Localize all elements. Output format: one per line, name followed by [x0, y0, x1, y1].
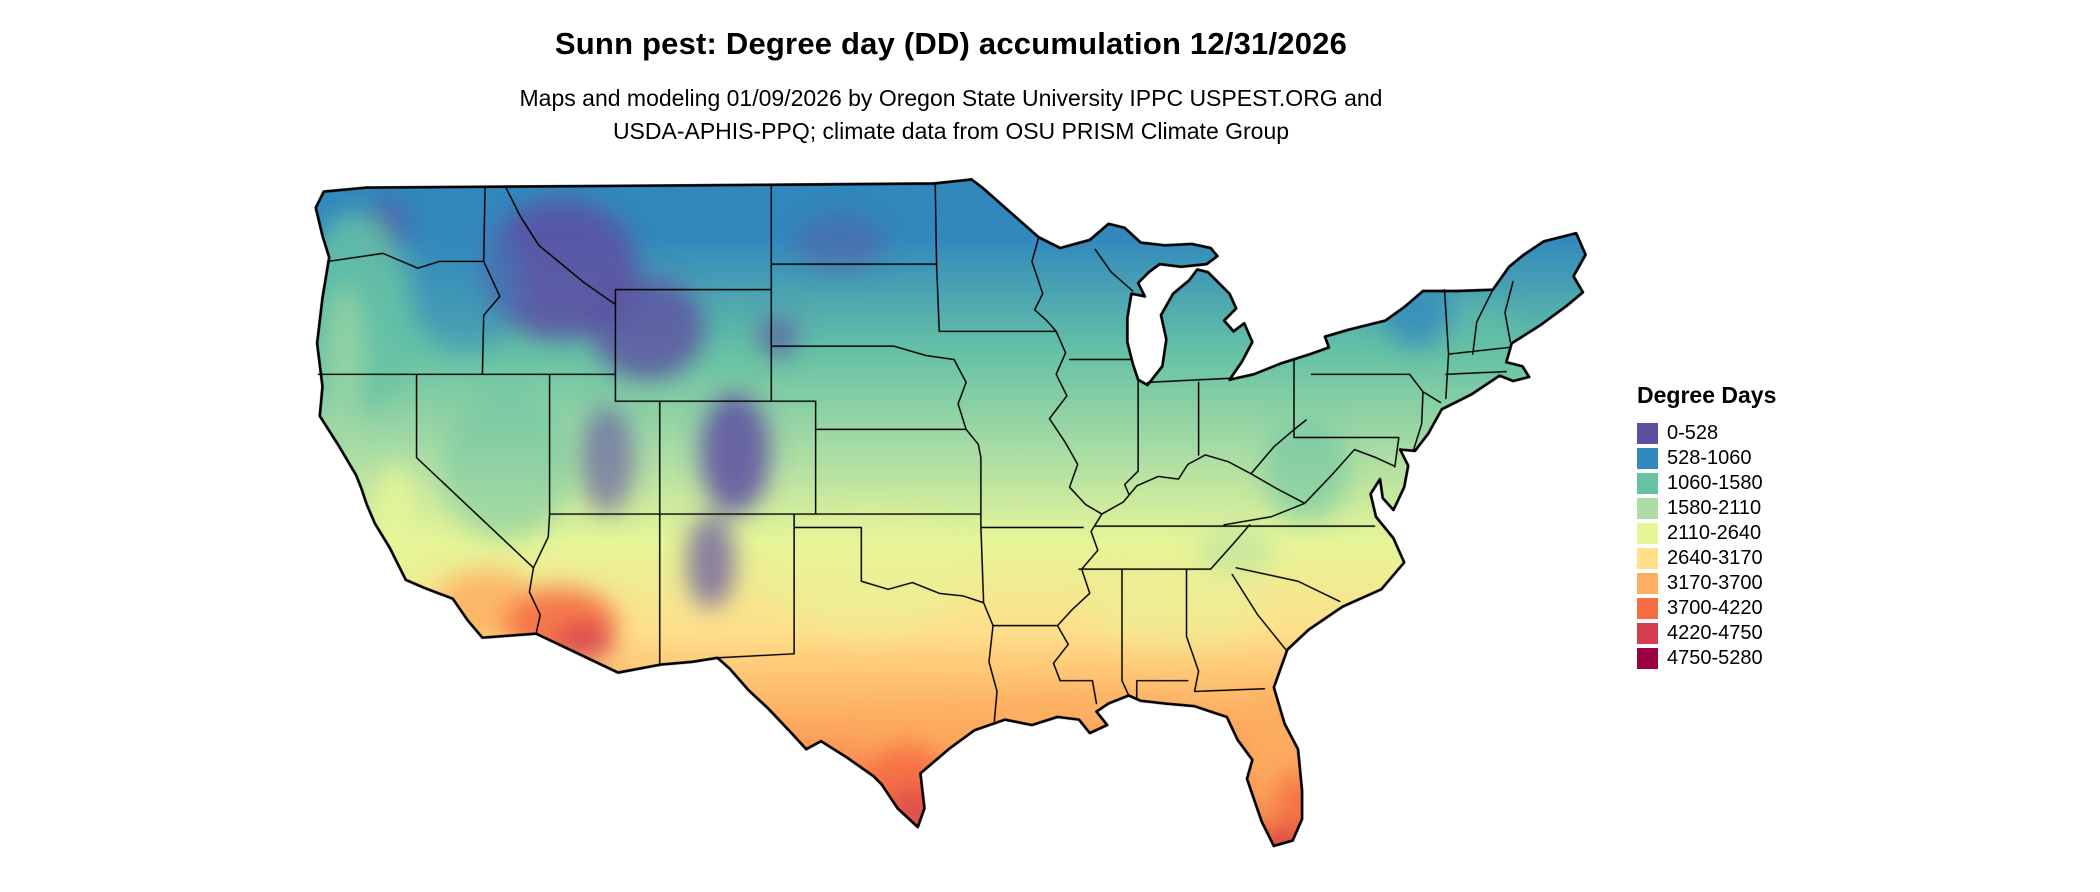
legend: Degree Days 0-528 528-1060 1060-1580 1580-2…	[1637, 382, 1897, 671]
legend-entry: 0-528	[1637, 421, 1897, 446]
legend-label: 1580-2110	[1667, 497, 1762, 519]
legend-entry: 1580-2110	[1637, 496, 1897, 521]
legend-label: 3170-3700	[1667, 572, 1763, 594]
legend-entry: 2110-2640	[1637, 521, 1897, 546]
legend-label: 4220-4750	[1667, 622, 1763, 644]
state-borders	[317, 184, 1514, 722]
legend-swatch	[1637, 523, 1658, 544]
us-map-svg	[314, 178, 1587, 848]
legend-label: 3700-4220	[1667, 597, 1763, 619]
subtitle-line-2: USDA-APHIS-PPQ; climate data from OSU PR…	[612, 118, 1290, 144]
figure-title: Sunn pest: Degree day (DD) accumulation …	[554, 26, 1348, 61]
legend-swatch	[1637, 448, 1658, 469]
legend-swatch	[1637, 548, 1658, 569]
legend-entry: 3170-3700	[1637, 571, 1897, 596]
legend-entry: 528-1060	[1637, 446, 1897, 471]
subtitle-line-1: Maps and modeling 01/09/2026 by Oregon S…	[519, 85, 1383, 111]
legend-entry: 3700-4220	[1637, 596, 1897, 621]
legend-label: 4750-5280	[1667, 647, 1763, 669]
legend-entry: 1060-1580	[1637, 471, 1897, 496]
legend-entry: 2640-3170	[1637, 546, 1897, 571]
us-outline	[314, 178, 1587, 848]
legend-label: 2110-2640	[1667, 522, 1762, 544]
legend-label: 2640-3170	[1667, 547, 1763, 569]
legend-entry: 4750-5280	[1637, 646, 1897, 671]
legend-swatch	[1637, 498, 1658, 519]
regional-color-patches	[315, 199, 1518, 846]
legend-label: 0-528	[1667, 422, 1719, 444]
legend-swatch	[1637, 648, 1658, 669]
legend-label: 528-1060	[1667, 447, 1752, 469]
legend-swatch	[1637, 473, 1658, 494]
legend-entries: 0-528 528-1060 1060-1580 1580-2110 2110-2640…	[1637, 421, 1897, 671]
legend-swatch	[1637, 623, 1658, 644]
map-color-field	[315, 179, 1586, 846]
legend-entry: 4220-4750	[1637, 621, 1897, 646]
figure-subtitle: Maps and modeling 01/09/2026 by Oregon S…	[308, 82, 1594, 148]
legend-swatch	[1637, 598, 1658, 619]
legend-title: Degree Days	[1637, 382, 1777, 408]
legend-swatch	[1637, 573, 1658, 594]
legend-swatch	[1637, 423, 1658, 444]
us-degree-day-map	[305, 178, 1595, 877]
legend-label: 1060-1580	[1667, 472, 1763, 494]
